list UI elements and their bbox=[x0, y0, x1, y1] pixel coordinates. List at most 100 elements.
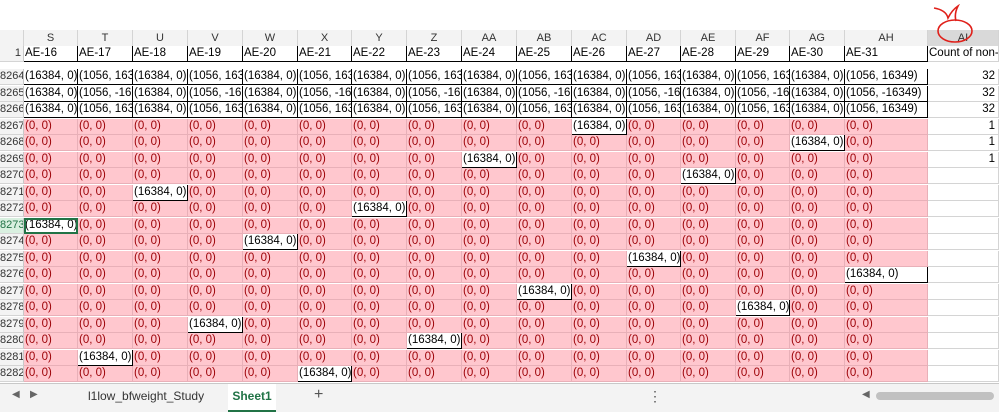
table-cell[interactable]: (16384, 0) bbox=[627, 250, 681, 267]
table-cell[interactable]: (0, 0) bbox=[188, 151, 243, 168]
table-cell[interactable]: (0, 0) bbox=[572, 168, 627, 184]
table-cell[interactable]: (0, 0) bbox=[352, 250, 407, 267]
table-cell[interactable]: (0, 0) bbox=[462, 349, 517, 366]
table-cell[interactable]: (0, 0) bbox=[243, 316, 298, 333]
table-cell[interactable]: (1056, 163 bbox=[517, 102, 572, 118]
table-cell[interactable]: (0, 0) bbox=[133, 366, 188, 382]
table-cell[interactable]: (0, 0) bbox=[407, 201, 462, 217]
tab-l1low-bfweight-study[interactable]: l1low_bfweight_Study bbox=[88, 389, 205, 403]
table-cell[interactable]: (0, 0) bbox=[790, 316, 845, 333]
table-cell[interactable]: (0, 0) bbox=[845, 234, 928, 250]
row-header[interactable]: 8272 bbox=[0, 201, 24, 217]
table-cell[interactable]: (0, 0) bbox=[133, 151, 188, 168]
table-cell[interactable]: (16384, 0) bbox=[24, 69, 78, 85]
table-cell[interactable]: (0, 0) bbox=[681, 333, 736, 349]
row-header[interactable]: 8282 bbox=[0, 366, 24, 382]
table-cell[interactable]: AE-22 bbox=[352, 46, 407, 62]
table-cell[interactable]: (1056, 163 bbox=[407, 102, 462, 118]
table-cell[interactable]: (16384, 0) bbox=[133, 69, 188, 85]
table-cell[interactable]: (16384, 0) bbox=[736, 300, 790, 316]
table-cell[interactable]: (0, 0) bbox=[627, 151, 681, 168]
table-cell[interactable]: (0, 0) bbox=[24, 234, 78, 250]
table-cell[interactable]: (0, 0) bbox=[736, 151, 790, 168]
table-cell[interactable]: (0, 0) bbox=[352, 333, 407, 349]
table-cell[interactable]: (0, 0) bbox=[352, 151, 407, 168]
table-cell[interactable]: (0, 0) bbox=[572, 184, 627, 201]
table-cell[interactable]: (0, 0) bbox=[790, 151, 845, 168]
table-cell[interactable]: (1056, 163 bbox=[736, 102, 790, 118]
table-cell[interactable]: (0, 0) bbox=[188, 283, 243, 300]
table-cell[interactable]: (0, 0) bbox=[790, 333, 845, 349]
table-cell[interactable]: (0, 0) bbox=[681, 217, 736, 234]
table-cell[interactable]: (1056, -16 bbox=[627, 85, 681, 102]
table-cell[interactable]: (0, 0) bbox=[681, 283, 736, 300]
table-cell[interactable]: (0, 0) bbox=[462, 300, 517, 316]
table-cell[interactable]: AE-23 bbox=[407, 46, 462, 62]
table-cell[interactable]: (0, 0) bbox=[845, 300, 928, 316]
table-cell[interactable]: (16384, 0) bbox=[78, 349, 133, 366]
table-cell[interactable]: (16384, 0) bbox=[352, 102, 407, 118]
table-cell[interactable]: (0, 0) bbox=[407, 250, 462, 267]
table-cell[interactable]: (0, 0) bbox=[627, 366, 681, 382]
column-header-z[interactable]: Z bbox=[407, 30, 462, 46]
table-cell[interactable]: (0, 0) bbox=[845, 349, 928, 366]
table-cell[interactable]: 1 bbox=[928, 118, 999, 135]
table-cell[interactable]: (0, 0) bbox=[133, 250, 188, 267]
table-cell[interactable]: (0, 0) bbox=[572, 267, 627, 283]
table-cell[interactable]: AE-25 bbox=[517, 46, 572, 62]
table-cell[interactable]: (0, 0) bbox=[133, 316, 188, 333]
table-cell[interactable]: (0, 0) bbox=[517, 168, 572, 184]
table-cell[interactable]: (0, 0) bbox=[24, 201, 78, 217]
table-cell[interactable]: (0, 0) bbox=[188, 201, 243, 217]
table-cell[interactable]: 1 bbox=[928, 151, 999, 168]
column-header-ae[interactable]: AE bbox=[681, 30, 736, 46]
table-cell[interactable]: (0, 0) bbox=[407, 234, 462, 250]
column-header-ai[interactable]: AI bbox=[928, 30, 999, 46]
table-cell[interactable]: (0, 0) bbox=[24, 283, 78, 300]
table-cell[interactable]: (0, 0) bbox=[243, 300, 298, 316]
table-cell[interactable]: (0, 0) bbox=[407, 135, 462, 151]
table-cell[interactable]: (0, 0) bbox=[133, 349, 188, 366]
row-header[interactable]: 8271 bbox=[0, 184, 24, 201]
table-cell[interactable]: (0, 0) bbox=[243, 250, 298, 267]
table-cell[interactable]: (0, 0) bbox=[78, 201, 133, 217]
table-cell[interactable]: (0, 0) bbox=[845, 366, 928, 382]
table-cell[interactable]: (0, 0) bbox=[845, 118, 928, 135]
table-cell[interactable]: (0, 0) bbox=[298, 234, 352, 250]
table-cell[interactable]: (0, 0) bbox=[78, 316, 133, 333]
row-header[interactable]: 8264 bbox=[0, 69, 24, 85]
tab-scroll-left-icon[interactable]: ◀ bbox=[12, 389, 20, 400]
table-cell[interactable]: (0, 0) bbox=[78, 234, 133, 250]
column-header-ah[interactable]: AH bbox=[845, 30, 928, 46]
table-cell[interactable]: (0, 0) bbox=[243, 283, 298, 300]
table-cell[interactable]: (0, 0) bbox=[78, 333, 133, 349]
table-cell[interactable] bbox=[928, 333, 999, 349]
table-cell[interactable]: (16384, 0) bbox=[681, 85, 736, 102]
table-cell[interactable]: (1056, 163 bbox=[298, 69, 352, 85]
table-cell[interactable] bbox=[928, 184, 999, 201]
table-cell[interactable]: (0, 0) bbox=[298, 135, 352, 151]
table-cell[interactable]: (0, 0) bbox=[188, 250, 243, 267]
table-cell[interactable]: (0, 0) bbox=[243, 267, 298, 283]
table-cell[interactable]: (0, 0) bbox=[24, 267, 78, 283]
table-cell[interactable]: (1056, -16 bbox=[736, 85, 790, 102]
table-cell[interactable]: (1056, -16 bbox=[78, 85, 133, 102]
table-cell[interactable]: (0, 0) bbox=[845, 184, 928, 201]
row-header[interactable]: 8278 bbox=[0, 300, 24, 316]
table-cell[interactable]: (0, 0) bbox=[24, 168, 78, 184]
table-cell[interactable]: (0, 0) bbox=[790, 118, 845, 135]
table-cell[interactable]: (0, 0) bbox=[517, 118, 572, 135]
table-cell[interactable]: (0, 0) bbox=[845, 217, 928, 234]
table-cell[interactable]: (1056, 163 bbox=[736, 69, 790, 85]
table-cell[interactable]: (0, 0) bbox=[407, 118, 462, 135]
table-cell[interactable]: (0, 0) bbox=[572, 366, 627, 382]
column-header-u[interactable]: U bbox=[133, 30, 188, 46]
table-cell[interactable]: (0, 0) bbox=[352, 168, 407, 184]
table-cell[interactable]: (1056, -16 bbox=[407, 85, 462, 102]
table-cell[interactable]: (1056, 163 bbox=[627, 102, 681, 118]
table-cell[interactable]: (16384, 0) bbox=[462, 151, 517, 168]
table-cell[interactable]: (0, 0) bbox=[736, 283, 790, 300]
table-cell[interactable]: (0, 0) bbox=[462, 201, 517, 217]
table-cell[interactable]: (0, 0) bbox=[24, 300, 78, 316]
table-cell[interactable]: (1056, -16349) bbox=[845, 85, 928, 102]
